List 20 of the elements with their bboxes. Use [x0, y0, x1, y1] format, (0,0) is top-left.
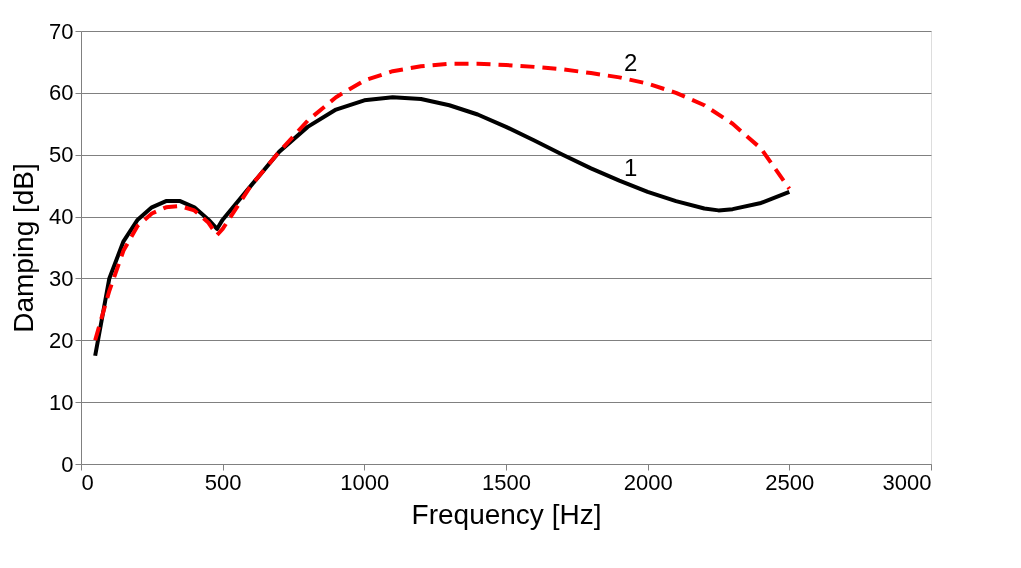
x-tick-label: 0 [81, 469, 94, 495]
x-tick-label: 500 [204, 469, 242, 495]
y-tick-label: 30 [49, 265, 74, 291]
y-tick-label: 40 [49, 204, 74, 230]
y-tick-label: 0 [61, 451, 74, 477]
x-tick-label: 1000 [340, 469, 390, 495]
annotation: 1 [623, 154, 638, 182]
annotation: 2 [623, 48, 638, 76]
x-axis-title: Frequency [Hz] [411, 498, 602, 530]
x-tick-label: 3000 [882, 469, 932, 495]
x-tick-label: 1500 [482, 469, 531, 495]
x-tick-label: 2500 [765, 469, 815, 495]
y-tick-label: 50 [49, 142, 74, 168]
y-tick-label: 10 [49, 389, 74, 415]
line-series [93, 95, 792, 358]
y-tick-label: 60 [49, 80, 74, 106]
y-tick-label: 70 [49, 18, 74, 44]
y-axis-title: Damping [dB] [8, 163, 40, 333]
y-tick-label: 20 [49, 327, 74, 353]
x-tick-label: 2000 [623, 469, 673, 495]
